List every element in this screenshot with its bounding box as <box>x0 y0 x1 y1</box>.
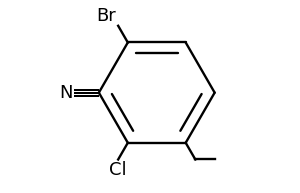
Text: Br: Br <box>97 7 116 25</box>
Text: Cl: Cl <box>109 161 127 179</box>
Text: N: N <box>59 84 73 102</box>
